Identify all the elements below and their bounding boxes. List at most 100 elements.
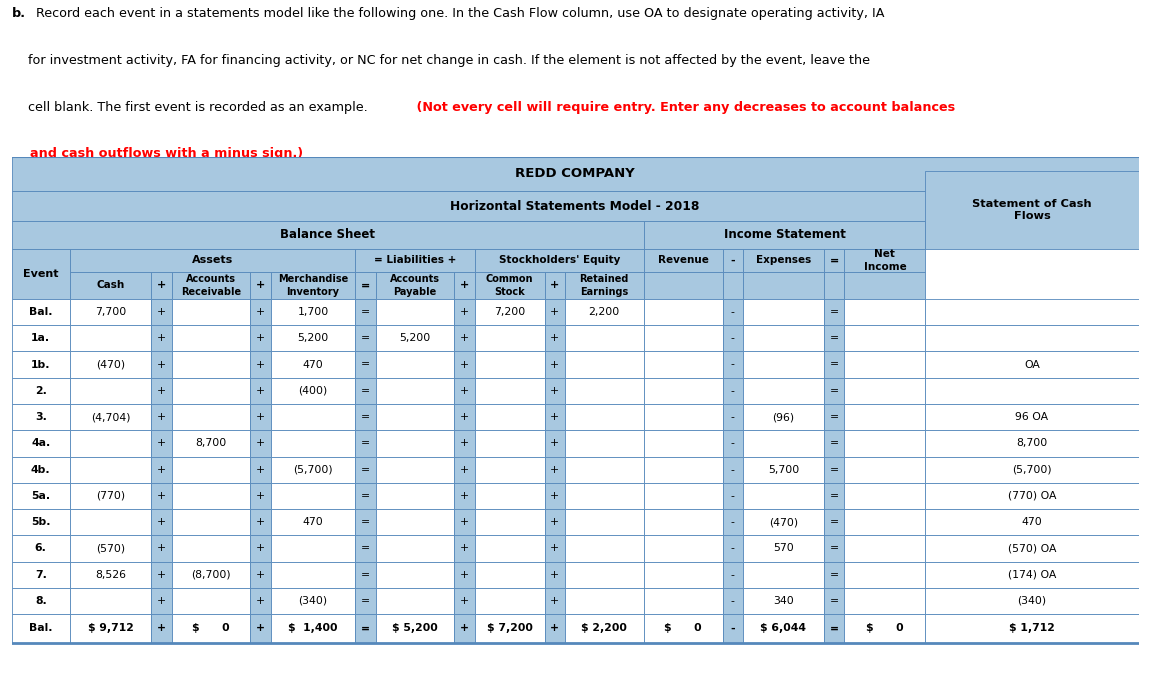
Bar xyxy=(644,378,722,404)
Bar xyxy=(454,430,475,456)
Bar xyxy=(270,483,355,509)
Bar xyxy=(644,456,722,483)
Bar xyxy=(743,404,825,430)
Text: -: - xyxy=(731,570,735,580)
Bar xyxy=(722,404,743,430)
Bar xyxy=(825,535,844,562)
Bar xyxy=(454,509,475,535)
Text: Income Statement: Income Statement xyxy=(723,228,845,242)
Bar xyxy=(475,272,545,299)
Text: =: = xyxy=(361,360,370,370)
Text: 7.: 7. xyxy=(34,570,47,580)
Bar xyxy=(376,272,454,299)
Text: 5,200: 5,200 xyxy=(399,333,430,343)
Text: Assets: Assets xyxy=(192,255,233,266)
Bar xyxy=(454,326,475,351)
Text: =: = xyxy=(829,623,838,633)
Bar xyxy=(743,272,825,299)
Text: +: + xyxy=(550,439,559,448)
Text: =: = xyxy=(361,491,370,501)
Bar xyxy=(12,562,70,588)
Bar xyxy=(475,299,545,326)
Bar xyxy=(844,351,926,378)
Bar xyxy=(70,249,355,272)
Bar xyxy=(270,562,355,588)
Bar xyxy=(722,614,743,643)
Bar xyxy=(355,430,376,456)
Bar xyxy=(454,299,475,326)
Bar xyxy=(251,326,270,351)
Text: +: + xyxy=(156,360,166,370)
Bar xyxy=(355,272,376,299)
Text: (400): (400) xyxy=(298,386,328,396)
Bar xyxy=(565,614,644,643)
Bar xyxy=(743,378,825,404)
Text: =: = xyxy=(829,255,838,266)
Bar xyxy=(644,562,722,588)
Bar xyxy=(825,483,844,509)
Bar xyxy=(545,351,565,378)
Bar xyxy=(270,456,355,483)
Bar xyxy=(454,562,475,588)
Bar xyxy=(545,326,565,351)
Text: =: = xyxy=(361,307,370,317)
Text: Bal.: Bal. xyxy=(29,307,53,317)
Bar xyxy=(926,430,1138,456)
Text: +: + xyxy=(256,281,266,290)
Text: +: + xyxy=(460,386,469,396)
Bar xyxy=(152,535,171,562)
Text: (5,700): (5,700) xyxy=(293,464,332,475)
Bar xyxy=(545,378,565,404)
Bar xyxy=(844,483,926,509)
Text: +: + xyxy=(460,464,469,475)
Bar xyxy=(926,378,1138,404)
Bar xyxy=(171,509,251,535)
Bar xyxy=(454,351,475,378)
Bar xyxy=(825,378,844,404)
Text: =: = xyxy=(361,439,370,448)
Text: (Not every cell will require entry. Enter any decreases to account balances: (Not every cell will require entry. Ente… xyxy=(412,101,954,114)
Bar xyxy=(355,483,376,509)
Text: -: - xyxy=(731,360,735,370)
Bar xyxy=(152,272,171,299)
Text: =: = xyxy=(829,596,838,606)
Text: =: = xyxy=(829,386,838,396)
Text: +: + xyxy=(550,543,559,554)
Bar xyxy=(743,456,825,483)
Text: Statement of Cash
Flows: Statement of Cash Flows xyxy=(972,199,1091,221)
Bar xyxy=(355,535,376,562)
Bar xyxy=(454,535,475,562)
Bar xyxy=(171,456,251,483)
Bar xyxy=(70,483,152,509)
Text: +: + xyxy=(156,570,166,580)
Bar xyxy=(565,430,644,456)
Bar xyxy=(454,456,475,483)
Bar xyxy=(825,351,844,378)
Bar xyxy=(152,351,171,378)
Bar xyxy=(70,456,152,483)
Bar xyxy=(844,588,926,614)
Text: for investment activity, FA for financing activity, or NC for net change in cash: for investment activity, FA for financin… xyxy=(12,54,869,67)
Text: +: + xyxy=(256,333,266,343)
Bar xyxy=(251,351,270,378)
Bar xyxy=(152,430,171,456)
Bar xyxy=(251,562,270,588)
Text: =: = xyxy=(829,412,838,422)
Bar xyxy=(743,351,825,378)
Text: =: = xyxy=(361,386,370,396)
Text: +: + xyxy=(156,307,166,317)
Text: $      0: $ 0 xyxy=(866,623,904,633)
Text: 5,200: 5,200 xyxy=(298,333,329,343)
Bar xyxy=(376,299,454,326)
Text: +: + xyxy=(256,464,266,475)
Text: +: + xyxy=(460,360,469,370)
Text: -: - xyxy=(731,307,735,317)
Bar xyxy=(475,378,545,404)
Text: -: - xyxy=(731,596,735,606)
Text: (5,700): (5,700) xyxy=(1012,464,1052,475)
Bar xyxy=(825,272,844,299)
Bar xyxy=(270,378,355,404)
Bar xyxy=(70,430,152,456)
Bar xyxy=(270,351,355,378)
Bar xyxy=(355,249,475,272)
